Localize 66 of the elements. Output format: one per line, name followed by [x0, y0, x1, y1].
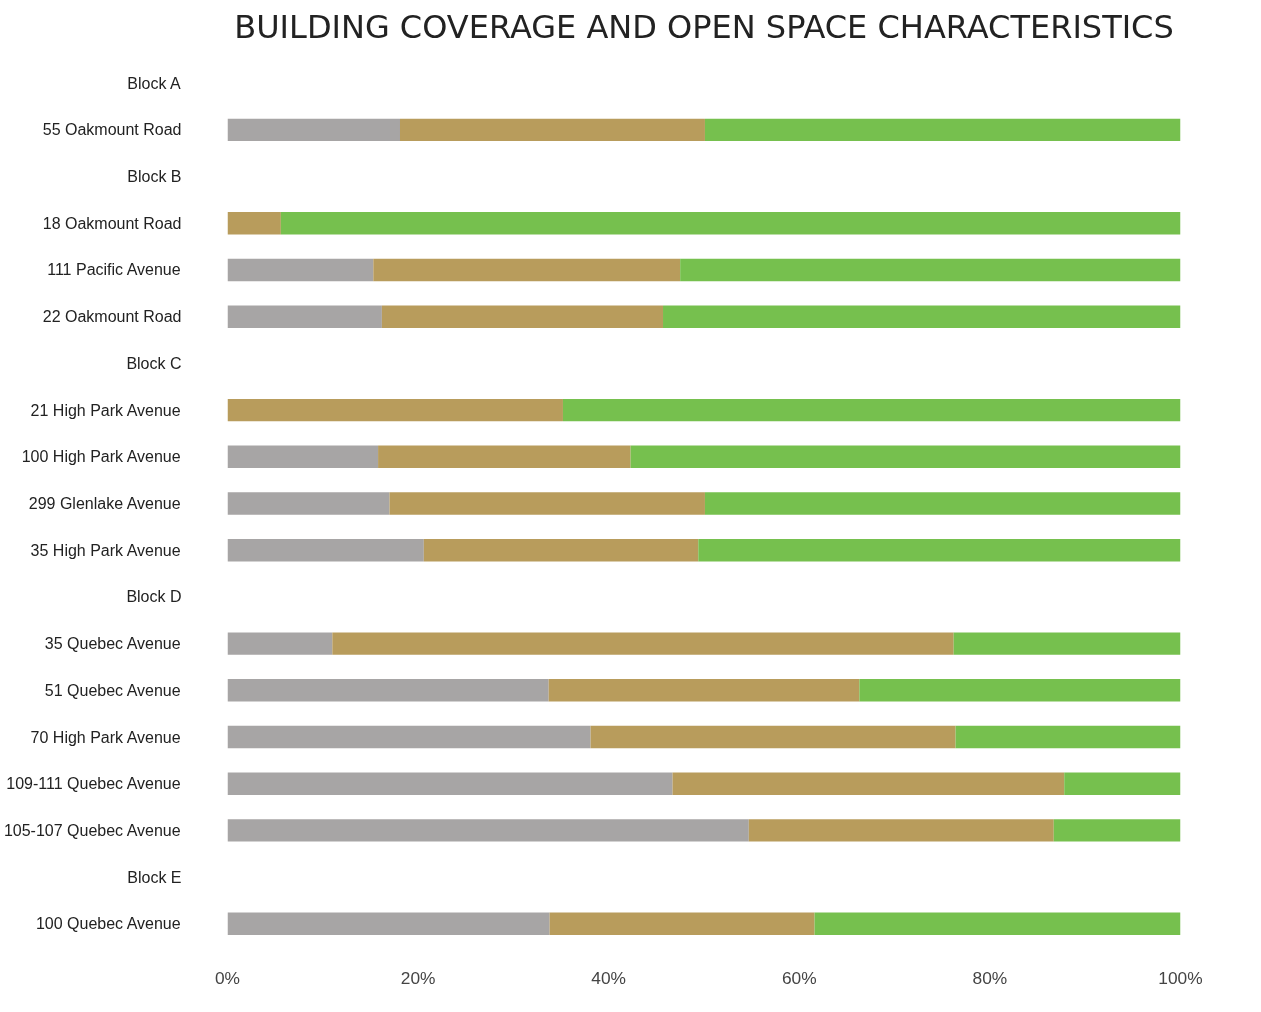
y-tick-label: 55 Oakmount Road	[42, 121, 182, 139]
x-tick-label: 40%	[591, 967, 627, 988]
bar	[590, 725, 956, 749]
y-tick-label: 21 High Park Avenue	[30, 401, 181, 419]
y-tick-label: Block D	[126, 588, 182, 606]
x-tick-label: 80%	[972, 967, 1008, 988]
y-tick-label: 35 Quebec Avenue	[44, 635, 181, 653]
bar	[399, 118, 705, 142]
bar	[698, 538, 1181, 562]
y-tick-label: 35 High Park Avenue	[30, 541, 181, 559]
bar	[704, 492, 1181, 515]
bar	[663, 305, 1181, 328]
bar	[227, 725, 591, 749]
y-tick-label: Block B	[127, 168, 182, 186]
bar	[227, 492, 390, 515]
bar	[562, 398, 1181, 422]
y-tick-label: 100 Quebec Avenue	[35, 915, 181, 933]
bar	[955, 725, 1181, 749]
bar	[748, 819, 1054, 842]
bar	[227, 632, 333, 655]
bar	[227, 212, 281, 235]
bar	[227, 819, 749, 842]
bar	[549, 912, 815, 936]
x-tick-label: 20%	[400, 967, 436, 988]
bar	[227, 679, 549, 702]
bar	[389, 492, 705, 515]
bar	[227, 772, 673, 795]
bar	[680, 258, 1181, 282]
chart-title: BUILDING COVERAGE AND OPEN SPACE CHARACTERISTICS	[234, 7, 1174, 46]
bar	[704, 118, 1181, 142]
x-tick-label: 100%	[1158, 967, 1203, 988]
y-tick-label: Block A	[127, 74, 181, 92]
bar	[332, 632, 954, 655]
bar	[227, 912, 550, 936]
y-tick-label: 22 Oakmount Road	[42, 308, 182, 326]
y-tick-label: 51 Quebec Avenue	[44, 681, 181, 699]
bar	[672, 772, 1065, 795]
y-tick-label: 111 Pacific Avenue	[47, 261, 181, 279]
bar	[423, 538, 699, 562]
y-tick-label: Block E	[127, 868, 182, 886]
y-tick-label: 70 High Park Avenue	[30, 728, 181, 746]
bar	[630, 445, 1181, 469]
bar	[381, 305, 664, 328]
bar	[548, 679, 860, 702]
y-tick-label: 299 Glenlake Avenue	[28, 495, 181, 512]
bar	[373, 258, 681, 282]
y-tick-label: 109-111 Quebec Avenue	[6, 775, 181, 793]
bar	[1064, 772, 1181, 795]
bar	[227, 398, 563, 422]
x-tick-label: 0%	[214, 967, 241, 988]
y-tick-label: 18 Oakmount Road	[42, 214, 182, 232]
x-tick-label: 60%	[781, 967, 817, 988]
bar	[859, 679, 1181, 702]
bar	[227, 445, 379, 469]
bar	[280, 212, 1181, 235]
bar	[953, 632, 1181, 655]
bar	[1053, 819, 1181, 842]
bar	[814, 912, 1181, 936]
bar	[227, 305, 382, 328]
bar	[378, 445, 631, 469]
y-tick-label: 100 High Park Avenue	[21, 448, 181, 466]
bar	[227, 258, 374, 282]
y-tick-label: Block C	[126, 354, 182, 372]
bar	[227, 118, 400, 142]
y-tick-label: 105-107 Quebec Avenue	[3, 821, 181, 839]
bar	[227, 538, 424, 562]
